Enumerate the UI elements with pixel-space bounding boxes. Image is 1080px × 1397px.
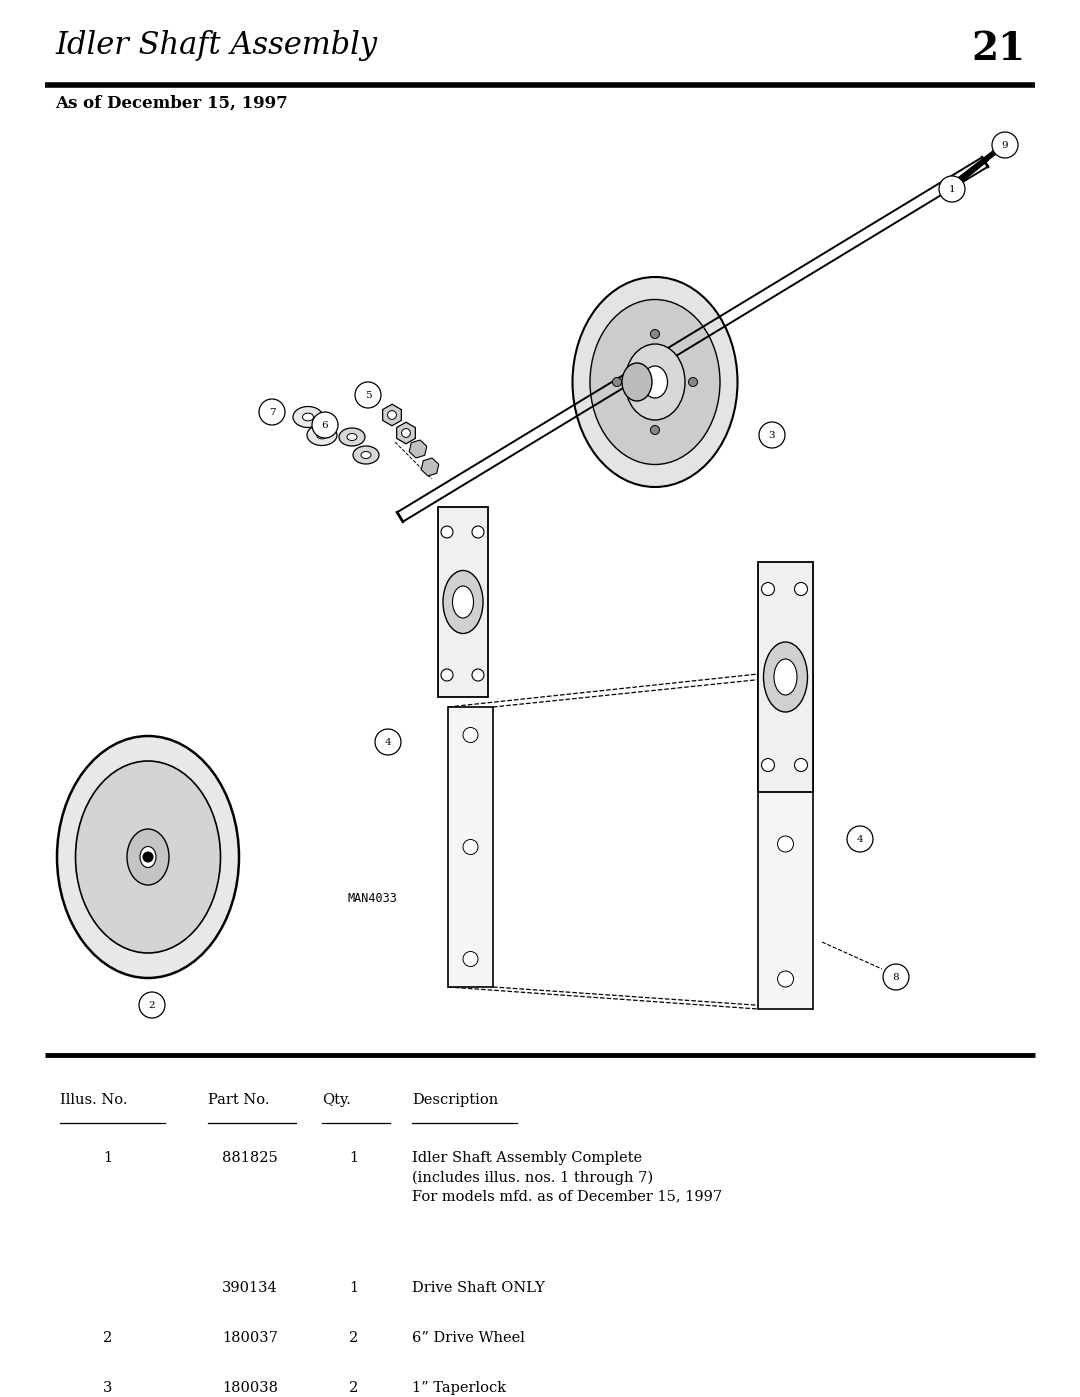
Ellipse shape — [572, 277, 738, 488]
Text: 1: 1 — [350, 1281, 359, 1295]
Circle shape — [778, 971, 794, 988]
Text: 3: 3 — [769, 430, 775, 440]
Text: 2: 2 — [104, 1331, 112, 1345]
Circle shape — [795, 759, 808, 771]
Circle shape — [441, 527, 453, 538]
Text: 6: 6 — [322, 420, 328, 429]
Text: 5: 5 — [365, 391, 372, 400]
Ellipse shape — [76, 761, 220, 953]
Text: 21: 21 — [971, 29, 1025, 68]
Circle shape — [650, 426, 660, 434]
Ellipse shape — [307, 425, 337, 446]
Circle shape — [847, 826, 873, 852]
Text: 390134: 390134 — [222, 1281, 278, 1295]
Circle shape — [778, 835, 794, 852]
Text: Idler Shaft Assembly: Idler Shaft Assembly — [55, 29, 377, 61]
Circle shape — [612, 377, 621, 387]
Polygon shape — [396, 422, 416, 444]
Circle shape — [375, 729, 401, 754]
Text: 180037: 180037 — [222, 1331, 278, 1345]
Text: 1: 1 — [948, 184, 956, 194]
Text: 1” Taperlock: 1” Taperlock — [411, 1382, 507, 1396]
Circle shape — [689, 377, 698, 387]
Text: 6” Drive Wheel: 6” Drive Wheel — [411, 1331, 525, 1345]
Bar — [438, 507, 488, 697]
Bar — [448, 707, 492, 988]
Text: 2: 2 — [349, 1331, 359, 1345]
Text: 2: 2 — [149, 1000, 156, 1010]
Text: Description: Description — [411, 1092, 498, 1106]
Circle shape — [402, 429, 410, 437]
Text: 7: 7 — [269, 408, 275, 416]
Circle shape — [650, 330, 660, 338]
Ellipse shape — [453, 585, 473, 617]
Circle shape — [778, 698, 794, 715]
Ellipse shape — [316, 432, 327, 439]
Circle shape — [463, 951, 478, 967]
Circle shape — [463, 840, 478, 855]
Text: 881825: 881825 — [222, 1151, 278, 1165]
Circle shape — [939, 176, 966, 203]
Circle shape — [761, 759, 774, 771]
Text: 4: 4 — [384, 738, 391, 746]
Ellipse shape — [293, 407, 323, 427]
Circle shape — [139, 992, 165, 1018]
Text: Qty.: Qty. — [322, 1092, 351, 1106]
Circle shape — [883, 964, 909, 990]
Ellipse shape — [764, 643, 808, 712]
Text: 1: 1 — [104, 1151, 112, 1165]
Circle shape — [472, 669, 484, 680]
Text: 2: 2 — [349, 1382, 359, 1396]
Text: 1: 1 — [350, 1151, 359, 1165]
Polygon shape — [409, 440, 427, 458]
Circle shape — [312, 412, 338, 439]
Ellipse shape — [353, 446, 379, 464]
Text: As of December 15, 1997: As of December 15, 1997 — [55, 95, 287, 112]
Ellipse shape — [302, 414, 313, 420]
Ellipse shape — [643, 366, 667, 398]
Circle shape — [759, 422, 785, 448]
Ellipse shape — [590, 299, 720, 464]
Ellipse shape — [622, 363, 652, 401]
Text: 4: 4 — [856, 834, 863, 844]
Text: MAN4033: MAN4033 — [348, 893, 397, 905]
Polygon shape — [382, 404, 402, 426]
Text: Illus. No.: Illus. No. — [60, 1092, 127, 1106]
Ellipse shape — [774, 659, 797, 694]
Ellipse shape — [443, 570, 483, 633]
Text: 3: 3 — [104, 1382, 112, 1396]
Circle shape — [993, 131, 1018, 158]
Circle shape — [463, 728, 478, 742]
Ellipse shape — [625, 344, 685, 420]
Ellipse shape — [127, 828, 168, 886]
Text: Idler Shaft Assembly Complete
(includes illus. nos. 1 through 7)
For models mfd.: Idler Shaft Assembly Complete (includes … — [411, 1151, 723, 1203]
Bar — [758, 562, 813, 792]
Circle shape — [259, 400, 285, 425]
Circle shape — [388, 411, 396, 419]
Circle shape — [795, 583, 808, 595]
Circle shape — [472, 527, 484, 538]
Bar — [758, 673, 813, 1009]
Ellipse shape — [361, 451, 372, 458]
Text: 9: 9 — [1001, 141, 1009, 149]
Ellipse shape — [140, 847, 156, 868]
Text: Part No.: Part No. — [208, 1092, 270, 1106]
Circle shape — [355, 381, 381, 408]
Text: 8: 8 — [893, 972, 900, 982]
Ellipse shape — [347, 433, 357, 440]
Circle shape — [441, 669, 453, 680]
Text: Drive Shaft ONLY: Drive Shaft ONLY — [411, 1281, 545, 1295]
Polygon shape — [421, 458, 438, 476]
Text: 180038: 180038 — [222, 1382, 278, 1396]
Ellipse shape — [339, 427, 365, 446]
Circle shape — [144, 852, 152, 862]
Ellipse shape — [57, 736, 239, 978]
Circle shape — [761, 583, 774, 595]
